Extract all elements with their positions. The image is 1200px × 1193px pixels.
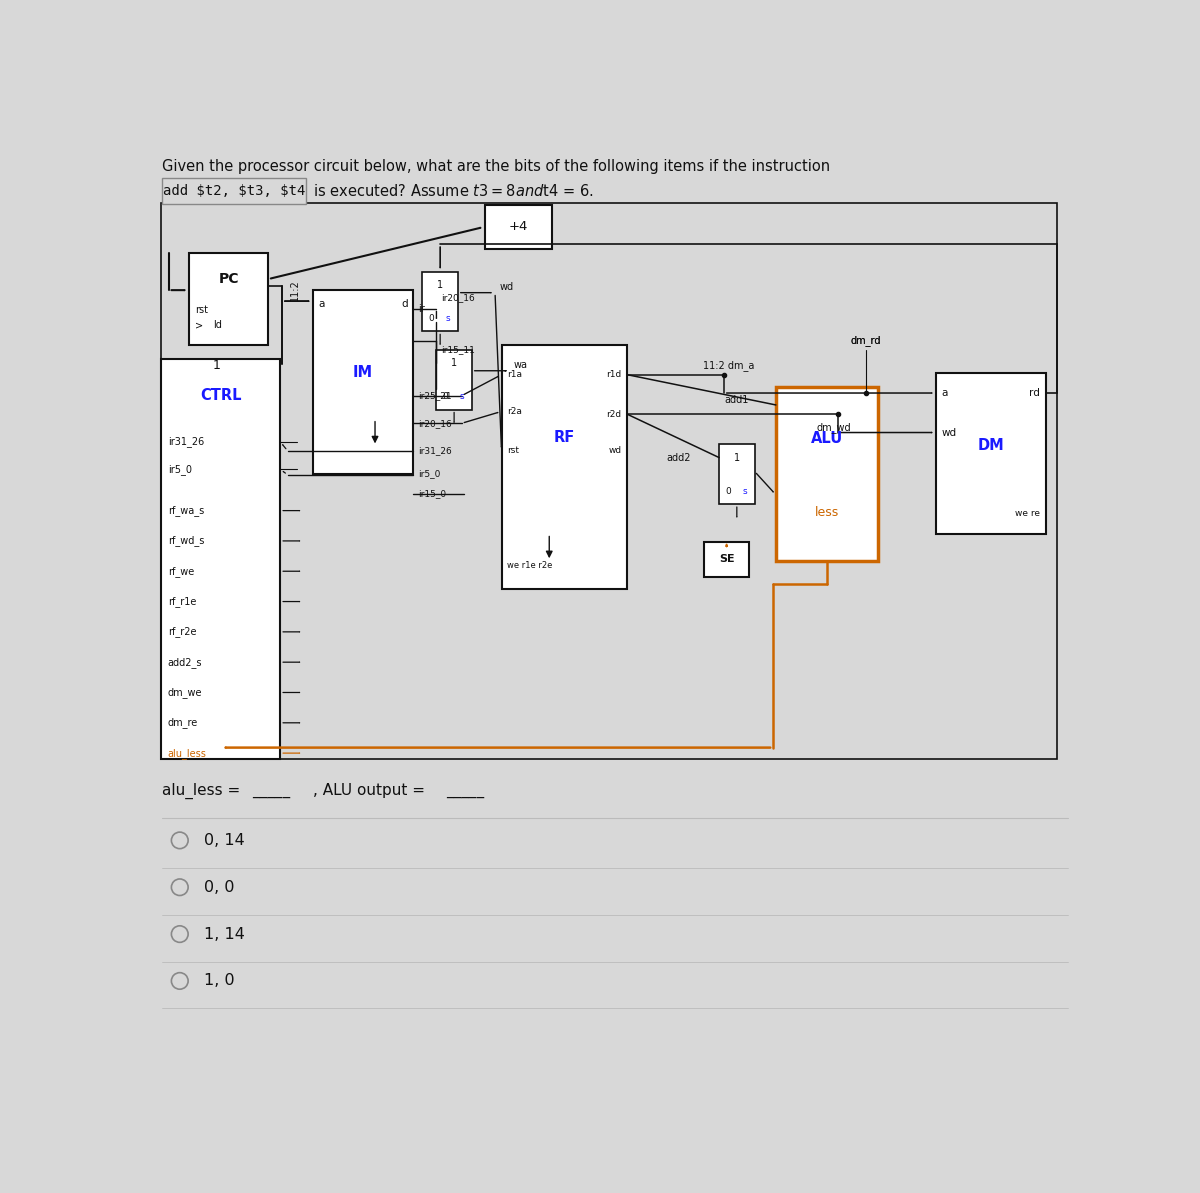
Text: dm_rd: dm_rd: [851, 335, 881, 346]
Bar: [313, 290, 413, 474]
Text: _____: _____: [252, 784, 290, 798]
Text: ir25_21: ir25_21: [418, 391, 451, 401]
Text: add $t2, $t3, $t4: add $t2, $t3, $t4: [163, 184, 305, 198]
Text: 11:2 dm_a: 11:2 dm_a: [703, 360, 754, 371]
Bar: [485, 205, 552, 249]
Text: 0: 0: [443, 392, 448, 401]
Bar: [161, 359, 281, 759]
Text: 1: 1: [451, 358, 457, 367]
Text: r2a: r2a: [508, 407, 522, 416]
Text: ir5_0: ir5_0: [168, 464, 192, 475]
Text: alu_less =: alu_less =: [162, 783, 245, 799]
Text: rf_wa_s: rf_wa_s: [168, 505, 204, 517]
Text: wa: wa: [514, 360, 527, 370]
Text: 11:2: 11:2: [289, 279, 300, 301]
Text: ir15_11: ir15_11: [442, 345, 475, 354]
Text: add1: add1: [725, 395, 749, 406]
Text: add2_s: add2_s: [168, 656, 202, 668]
Bar: [162, 178, 306, 204]
Text: IM: IM: [353, 365, 373, 381]
Text: ALU: ALU: [811, 432, 844, 446]
Text: ir31_26: ir31_26: [168, 437, 204, 447]
Text: RF: RF: [553, 431, 575, 445]
Text: Given the processor circuit below, what are the bits of the following items if t: Given the processor circuit below, what …: [162, 159, 830, 174]
Text: rd: rd: [1030, 388, 1040, 398]
Bar: [437, 350, 472, 409]
Text: s: s: [445, 314, 450, 323]
Text: wd: wd: [608, 446, 622, 456]
Text: dm_we: dm_we: [168, 687, 202, 698]
Bar: [719, 445, 755, 505]
Text: 0, 14: 0, 14: [204, 833, 245, 848]
Text: 1: 1: [212, 359, 221, 372]
Text: s: s: [460, 392, 464, 401]
Text: r1a: r1a: [508, 370, 522, 379]
Bar: [190, 253, 268, 345]
Text: less: less: [815, 506, 839, 519]
Text: dm_wd: dm_wd: [816, 422, 851, 433]
Text: we r1e r2e: we r1e r2e: [508, 561, 552, 570]
Text: PC: PC: [218, 272, 239, 286]
Text: >: >: [194, 320, 203, 330]
Bar: [704, 542, 749, 576]
Text: we re: we re: [1015, 509, 1040, 518]
Text: ir: ir: [418, 303, 425, 314]
Text: dm_rd: dm_rd: [851, 335, 881, 346]
Text: a: a: [942, 388, 948, 398]
Text: 1, 14: 1, 14: [204, 927, 245, 941]
Text: rf_we: rf_we: [168, 565, 194, 576]
Text: rst: rst: [196, 305, 209, 315]
Bar: [502, 345, 628, 588]
Text: wd: wd: [942, 427, 956, 438]
Text: wd: wd: [499, 282, 514, 292]
Text: rst: rst: [508, 446, 520, 456]
Text: ir5_0: ir5_0: [418, 469, 440, 478]
Text: alu_less: alu_less: [168, 748, 206, 759]
Text: ld: ld: [214, 320, 222, 330]
Text: 0, 0: 0, 0: [204, 879, 234, 895]
Text: rf_wd_s: rf_wd_s: [168, 536, 204, 546]
Text: +4: +4: [509, 221, 528, 234]
Text: r2d: r2d: [606, 409, 622, 419]
Bar: [776, 387, 878, 561]
Text: s: s: [743, 487, 746, 495]
Text: rf_r1e: rf_r1e: [168, 596, 196, 607]
Text: ir20_16: ir20_16: [418, 419, 451, 428]
Text: is executed? Assume $t3 = 8 and $t4 = 6.: is executed? Assume $t3 = 8 and $t4 = 6.: [310, 183, 594, 199]
Text: DM: DM: [977, 438, 1004, 452]
Bar: [422, 272, 458, 332]
Text: 1, 0: 1, 0: [204, 973, 234, 989]
Text: ir15_0: ir15_0: [418, 489, 446, 499]
Text: SE: SE: [719, 555, 734, 564]
Text: 1: 1: [437, 280, 443, 290]
Text: 0: 0: [725, 487, 731, 495]
Bar: [936, 373, 1045, 533]
Text: dm_re: dm_re: [168, 717, 198, 728]
Text: 1: 1: [733, 452, 740, 463]
Text: r1d: r1d: [606, 370, 622, 379]
Text: CTRL: CTRL: [200, 388, 241, 403]
Text: _____: _____: [445, 784, 484, 798]
Text: ir20_16: ir20_16: [442, 293, 475, 302]
Text: d: d: [401, 299, 408, 309]
Text: , ALU output =: , ALU output =: [313, 784, 430, 798]
Text: a: a: [318, 299, 325, 309]
Text: ir31_26: ir31_26: [418, 446, 451, 456]
Bar: [161, 203, 1057, 759]
Text: add2: add2: [667, 452, 691, 463]
Text: rf_r2e: rf_r2e: [168, 626, 196, 637]
Text: 0: 0: [428, 314, 434, 323]
